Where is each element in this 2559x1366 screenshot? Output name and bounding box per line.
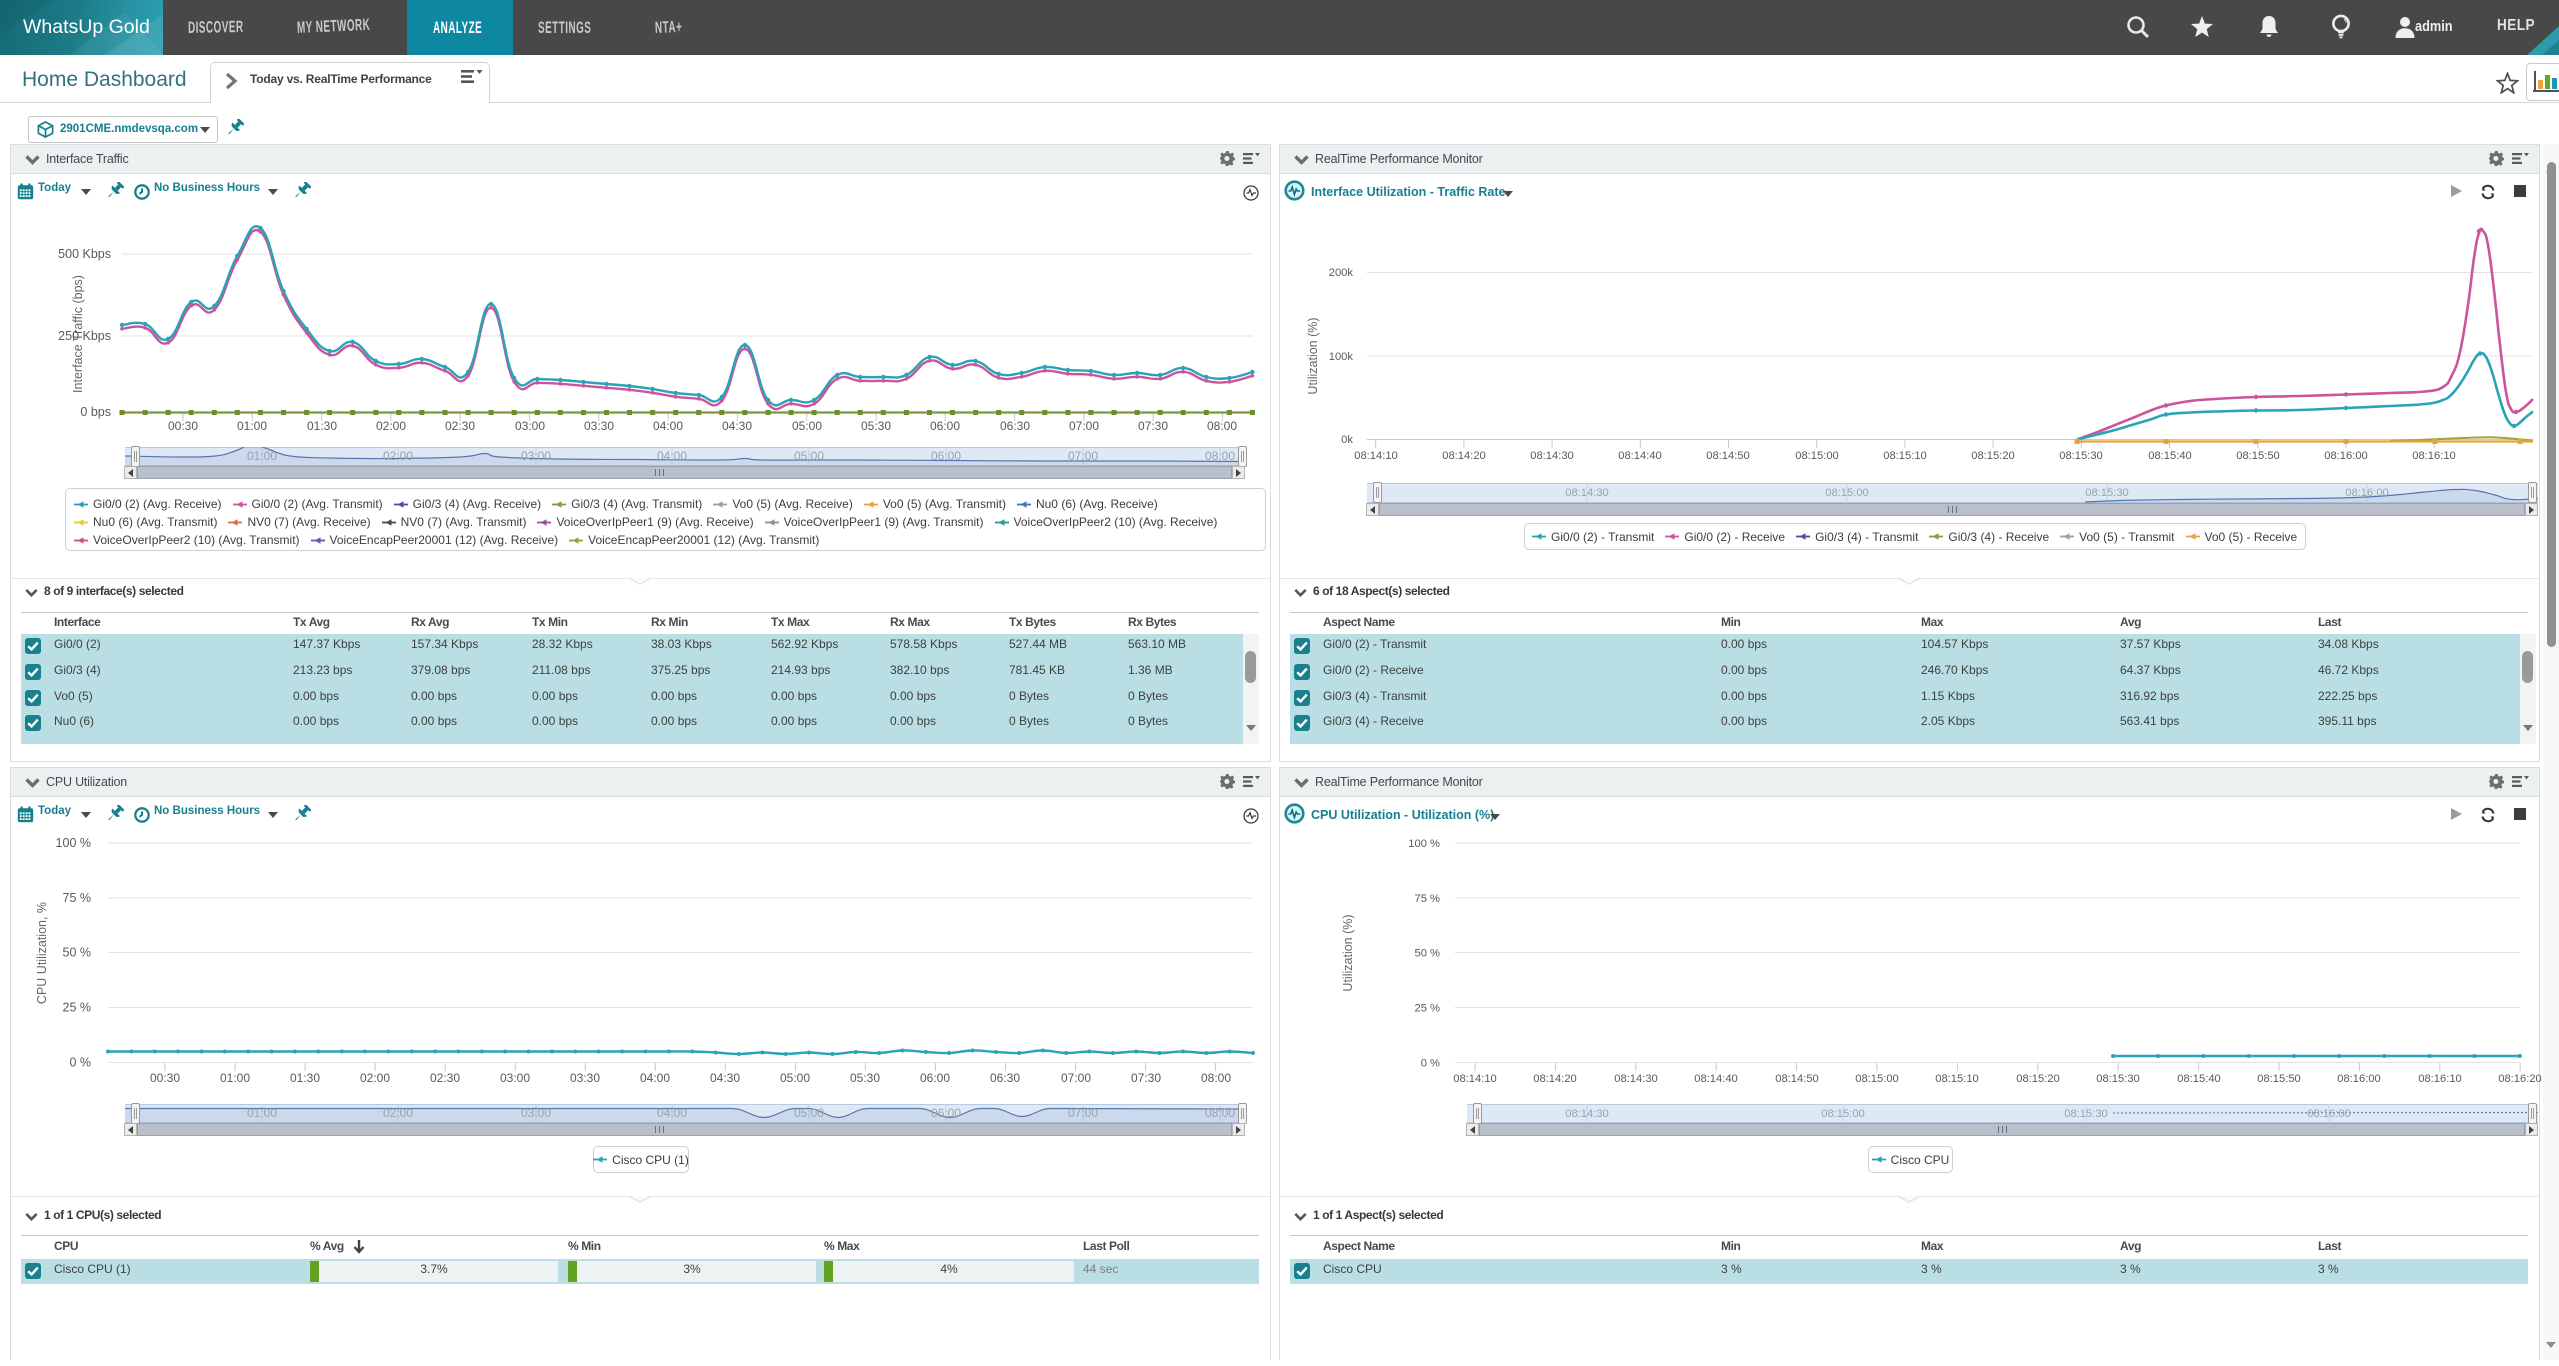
svg-text:0 %: 0 % xyxy=(69,1056,91,1070)
svg-text:100 %: 100 % xyxy=(56,836,91,850)
svg-text:08:15:00: 08:15:00 xyxy=(1855,1073,1899,1085)
svg-text:200k: 200k xyxy=(1329,267,1354,279)
svg-text:08:15:00: 08:15:00 xyxy=(1795,450,1839,462)
svg-text:01:30: 01:30 xyxy=(290,1071,320,1085)
svg-text:05:30: 05:30 xyxy=(861,419,891,433)
svg-text:05:00: 05:00 xyxy=(780,1071,810,1085)
svg-text:08:14:20: 08:14:20 xyxy=(1442,450,1486,462)
svg-text:04:00: 04:00 xyxy=(653,419,683,433)
svg-text:50 %: 50 % xyxy=(63,946,92,960)
svg-text:08:15:20: 08:15:20 xyxy=(2016,1073,2060,1085)
svg-text:08:16:10: 08:16:10 xyxy=(2418,1073,2462,1085)
svg-text:500 Kbps: 500 Kbps xyxy=(58,247,111,261)
svg-text:06:00: 06:00 xyxy=(930,419,960,433)
svg-text:07:00: 07:00 xyxy=(1061,1071,1091,1085)
svg-text:250 Kbps: 250 Kbps xyxy=(58,329,111,343)
svg-text:02:00: 02:00 xyxy=(360,1071,390,1085)
svg-text:75 %: 75 % xyxy=(1415,893,1441,905)
svg-text:06:30: 06:30 xyxy=(990,1071,1020,1085)
svg-text:08:14:40: 08:14:40 xyxy=(1618,450,1662,462)
svg-text:04:00: 04:00 xyxy=(640,1071,670,1085)
svg-text:08:15:50: 08:15:50 xyxy=(2257,1073,2301,1085)
svg-text:03:00: 03:00 xyxy=(515,419,545,433)
svg-text:Interface Traffic (bps): Interface Traffic (bps) xyxy=(71,275,85,393)
svg-text:0 bps: 0 bps xyxy=(80,405,111,419)
svg-text:08:16:20: 08:16:20 xyxy=(2498,1073,2542,1085)
svg-text:08:16:00: 08:16:00 xyxy=(2337,1073,2381,1085)
svg-text:08:15:40: 08:15:40 xyxy=(2177,1073,2221,1085)
svg-text:08:14:10: 08:14:10 xyxy=(1354,450,1398,462)
svg-text:08:15:40: 08:15:40 xyxy=(2148,450,2192,462)
svg-text:05:30: 05:30 xyxy=(850,1071,880,1085)
svg-text:100k: 100k xyxy=(1329,351,1354,363)
svg-text:08:15:30: 08:15:30 xyxy=(2096,1073,2140,1085)
svg-text:08:14:40: 08:14:40 xyxy=(1694,1073,1738,1085)
svg-text:50 %: 50 % xyxy=(1415,948,1441,960)
svg-text:07:30: 07:30 xyxy=(1131,1071,1161,1085)
svg-text:03:00: 03:00 xyxy=(500,1071,530,1085)
svg-text:08:15:30: 08:15:30 xyxy=(2059,450,2103,462)
svg-text:75 %: 75 % xyxy=(63,891,92,905)
svg-text:25 %: 25 % xyxy=(1415,1003,1441,1015)
svg-text:06:30: 06:30 xyxy=(1000,419,1030,433)
svg-text:08:00: 08:00 xyxy=(1201,1071,1231,1085)
svg-text:00:30: 00:30 xyxy=(168,419,198,433)
svg-text:05:00: 05:00 xyxy=(792,419,822,433)
svg-text:04:30: 04:30 xyxy=(710,1071,740,1085)
svg-text:08:14:30: 08:14:30 xyxy=(1530,450,1574,462)
svg-text:Utilization (%): Utilization (%) xyxy=(1341,914,1355,991)
svg-text:08:00: 08:00 xyxy=(1207,419,1237,433)
svg-text:01:00: 01:00 xyxy=(237,419,267,433)
svg-text:06:00: 06:00 xyxy=(920,1071,950,1085)
svg-text:08:15:50: 08:15:50 xyxy=(2236,450,2280,462)
svg-text:02:00: 02:00 xyxy=(376,419,406,433)
svg-text:08:16:10: 08:16:10 xyxy=(2412,450,2456,462)
svg-text:07:30: 07:30 xyxy=(1138,419,1168,433)
svg-text:03:30: 03:30 xyxy=(570,1071,600,1085)
svg-text:08:15:10: 08:15:10 xyxy=(1935,1073,1979,1085)
svg-text:01:30: 01:30 xyxy=(307,419,337,433)
svg-text:01:00: 01:00 xyxy=(220,1071,250,1085)
svg-text:08:15:20: 08:15:20 xyxy=(1971,450,2015,462)
svg-text:00:30: 00:30 xyxy=(150,1071,180,1085)
svg-text:0k: 0k xyxy=(1341,434,1353,446)
svg-text:02:30: 02:30 xyxy=(445,419,475,433)
svg-text:04:30: 04:30 xyxy=(722,419,752,433)
svg-text:08:14:10: 08:14:10 xyxy=(1453,1073,1497,1085)
svg-text:100 %: 100 % xyxy=(1408,838,1440,850)
svg-text:0 %: 0 % xyxy=(1421,1058,1440,1070)
svg-text:08:14:20: 08:14:20 xyxy=(1533,1073,1577,1085)
svg-text:Utilization (%): Utilization (%) xyxy=(1306,317,1320,394)
svg-text:08:15:10: 08:15:10 xyxy=(1883,450,1927,462)
svg-text:02:30: 02:30 xyxy=(430,1071,460,1085)
svg-text:08:14:50: 08:14:50 xyxy=(1775,1073,1819,1085)
svg-text:25 %: 25 % xyxy=(63,1001,92,1015)
svg-text:08:14:30: 08:14:30 xyxy=(1614,1073,1658,1085)
svg-text:07:00: 07:00 xyxy=(1069,419,1099,433)
svg-text:08:14:50: 08:14:50 xyxy=(1706,450,1750,462)
svg-text:CPU Utilization, %: CPU Utilization, % xyxy=(35,902,49,1004)
svg-text:08:16:00: 08:16:00 xyxy=(2324,450,2368,462)
svg-text:03:30: 03:30 xyxy=(584,419,614,433)
